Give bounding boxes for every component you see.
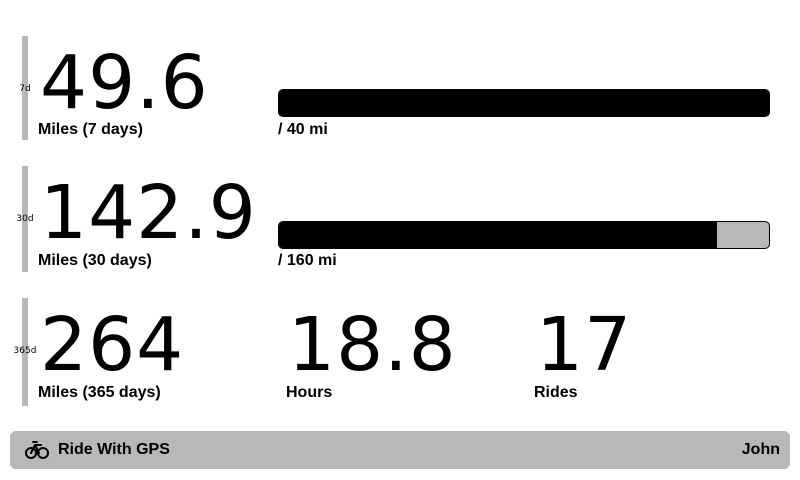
progress-bar [278, 221, 770, 249]
miles-value: 264 [40, 302, 185, 388]
period-rail [22, 36, 28, 140]
period-label: 365d [13, 346, 37, 356]
progress-bar-fill [279, 90, 769, 116]
progress-bar [278, 89, 770, 117]
footer-bar: Ride With GPS John [10, 431, 790, 469]
bicycle-icon [25, 441, 49, 459]
stats-365d: 365d 264 Miles (365 days) 18.8 Hours 17 … [0, 298, 800, 406]
miles-value: 49.6 [40, 40, 209, 126]
period-label: 30d [16, 214, 34, 224]
app-name: Ride With GPS [58, 441, 170, 458]
miles-value: 142.9 [40, 170, 257, 256]
progress-bar-fill [279, 222, 717, 248]
miles-label: Miles (365 days) [38, 384, 161, 401]
hours-value: 18.8 [288, 302, 457, 388]
miles-label: Miles (7 days) [38, 121, 143, 138]
stats-7d: 7d 49.6 Miles (7 days) / 40 mi [0, 36, 800, 140]
rides-value: 17 [536, 302, 633, 388]
period-rail [22, 166, 28, 272]
period-label: 7d [19, 84, 31, 94]
miles-label: Miles (30 days) [38, 252, 152, 269]
period-rail [22, 298, 28, 406]
goal-label: / 40 mi [278, 121, 328, 138]
user-name: John [741, 441, 780, 458]
goal-label: / 160 mi [278, 252, 337, 269]
hours-label: Hours [286, 384, 333, 401]
stats-30d: 30d 142.9 Miles (30 days) / 160 mi [0, 166, 800, 272]
rides-label: Rides [534, 384, 578, 401]
